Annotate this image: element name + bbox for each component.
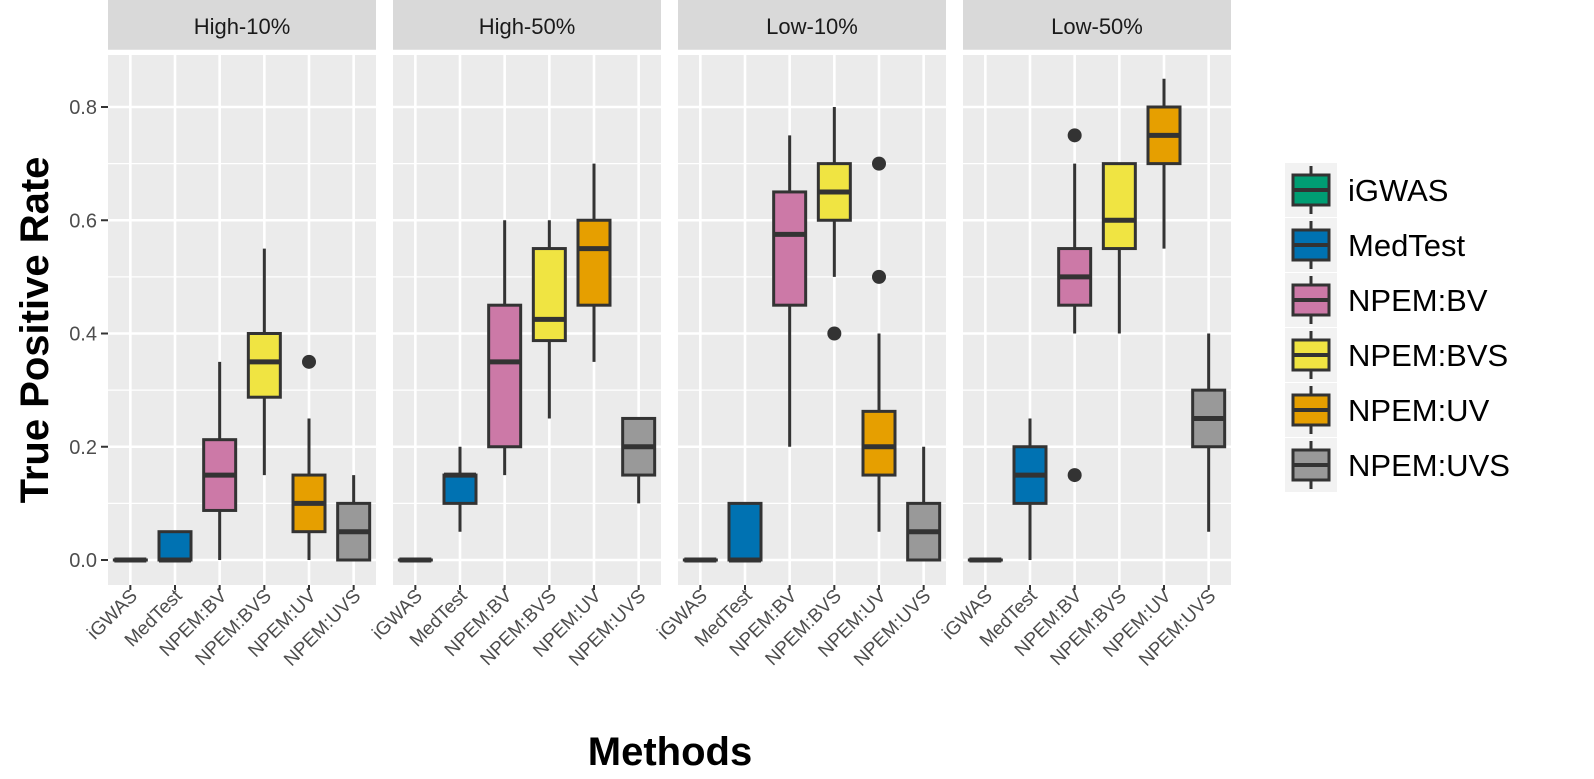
y-tick-label: 0.2 bbox=[69, 437, 97, 459]
legend-label: NPEM:BVS bbox=[1348, 338, 1508, 373]
box-iqr bbox=[531, 247, 567, 343]
y-tick-label: 0.6 bbox=[69, 210, 97, 232]
x-axis-title: Methods bbox=[588, 730, 752, 774]
strip-label: High-10% bbox=[194, 14, 291, 39]
legend: iGWAS MedTest NPEM:BV NPEM:BVS NPEM:UV NPEM:U… bbox=[1285, 163, 1510, 492]
outlier-point bbox=[872, 269, 886, 284]
legend-item-NPEM:BV: NPEM:BV bbox=[1285, 273, 1488, 327]
outlier-point bbox=[1067, 128, 1082, 143]
panel-background bbox=[108, 55, 376, 585]
box-iqr bbox=[487, 303, 523, 449]
strip bbox=[108, 0, 376, 50]
legend-label: NPEM:UV bbox=[1348, 393, 1490, 428]
box-iqr bbox=[772, 190, 808, 307]
y-axis-title: True Positive Rate bbox=[13, 157, 57, 504]
y-tick-label: 0.4 bbox=[69, 324, 97, 346]
legend-item-NPEM:UVS: NPEM:UVS bbox=[1285, 438, 1510, 492]
legend-label: NPEM:UVS bbox=[1348, 448, 1510, 483]
strip-label: Low-50% bbox=[1051, 14, 1143, 39]
outlier-point bbox=[1067, 468, 1082, 483]
panel-Low-10%: Low-10%iGWASMedTestNPEM:BVNPEM:BVSNPEM:U… bbox=[653, 0, 946, 671]
strip bbox=[963, 0, 1231, 50]
legend-label: MedTest bbox=[1348, 228, 1466, 263]
panel-Low-50%: Low-50%iGWASMedTestNPEM:BVNPEM:BVSNPEM:U… bbox=[938, 0, 1231, 671]
outlier-point bbox=[827, 326, 842, 341]
panel-High-50%: High-50%iGWASMedTestNPEM:BVNPEM:BVSNPEM:… bbox=[368, 0, 661, 671]
panel-background bbox=[678, 55, 946, 585]
box-iqr bbox=[727, 501, 763, 562]
outlier-point bbox=[302, 354, 316, 369]
y-tick-label: 0.8 bbox=[69, 97, 97, 119]
panel-background bbox=[393, 55, 661, 585]
y-tick-label: 0.0 bbox=[69, 550, 97, 572]
box-iqr bbox=[1101, 162, 1137, 251]
strip-label: High-50% bbox=[479, 14, 576, 39]
legend-item-NPEM:BVS: NPEM:BVS bbox=[1285, 328, 1508, 382]
panel-High-10%: High-10%iGWASMedTestNPEM:BVNPEM:BVSNPEM:… bbox=[83, 0, 376, 671]
box-iqr bbox=[861, 409, 897, 477]
legend-label: NPEM:BV bbox=[1348, 283, 1488, 318]
box-iqr bbox=[576, 218, 612, 307]
legend-item-NPEM:UV: NPEM:UV bbox=[1285, 383, 1490, 437]
legend-item-iGWAS: iGWAS bbox=[1285, 163, 1448, 217]
box-iqr bbox=[246, 332, 282, 399]
panel-background bbox=[963, 55, 1231, 585]
legend-item-MedTest: MedTest bbox=[1285, 218, 1466, 272]
strip bbox=[393, 0, 661, 50]
legend-label: iGWAS bbox=[1348, 173, 1448, 208]
box-iqr bbox=[442, 473, 478, 505]
strip bbox=[678, 0, 946, 50]
box-iqr bbox=[157, 530, 193, 562]
strip-label: Low-10% bbox=[766, 14, 858, 39]
outlier-point bbox=[872, 156, 886, 171]
